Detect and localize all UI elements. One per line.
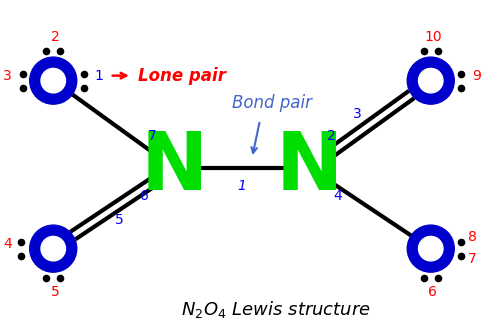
Text: 9: 9 xyxy=(472,69,481,83)
Text: 4: 4 xyxy=(3,237,12,251)
Text: 10: 10 xyxy=(424,30,441,44)
Text: 7: 7 xyxy=(148,129,157,143)
Text: 4: 4 xyxy=(333,189,342,203)
Text: 6: 6 xyxy=(140,189,149,203)
Text: 5: 5 xyxy=(115,213,123,227)
Text: 2: 2 xyxy=(327,129,336,143)
Circle shape xyxy=(419,69,443,93)
Circle shape xyxy=(41,237,65,261)
Text: Bond pair: Bond pair xyxy=(232,94,312,112)
Text: 5: 5 xyxy=(51,285,60,299)
Text: 3: 3 xyxy=(3,69,12,83)
Text: N$_2$O$_4$ Lewis structure: N$_2$O$_4$ Lewis structure xyxy=(181,299,371,320)
Circle shape xyxy=(30,57,77,104)
Circle shape xyxy=(30,225,77,272)
Text: 7: 7 xyxy=(468,252,477,266)
Circle shape xyxy=(41,69,65,93)
Circle shape xyxy=(419,237,443,261)
Text: 6: 6 xyxy=(428,285,437,299)
Circle shape xyxy=(407,225,454,272)
Text: 1: 1 xyxy=(238,179,246,193)
Text: 3: 3 xyxy=(353,107,362,121)
Text: N: N xyxy=(140,129,208,207)
Text: 2: 2 xyxy=(51,30,60,44)
Text: 1: 1 xyxy=(94,69,103,83)
Text: Lone pair: Lone pair xyxy=(138,67,226,85)
Text: N: N xyxy=(276,129,344,207)
Circle shape xyxy=(407,57,454,104)
Text: 8: 8 xyxy=(468,229,477,244)
